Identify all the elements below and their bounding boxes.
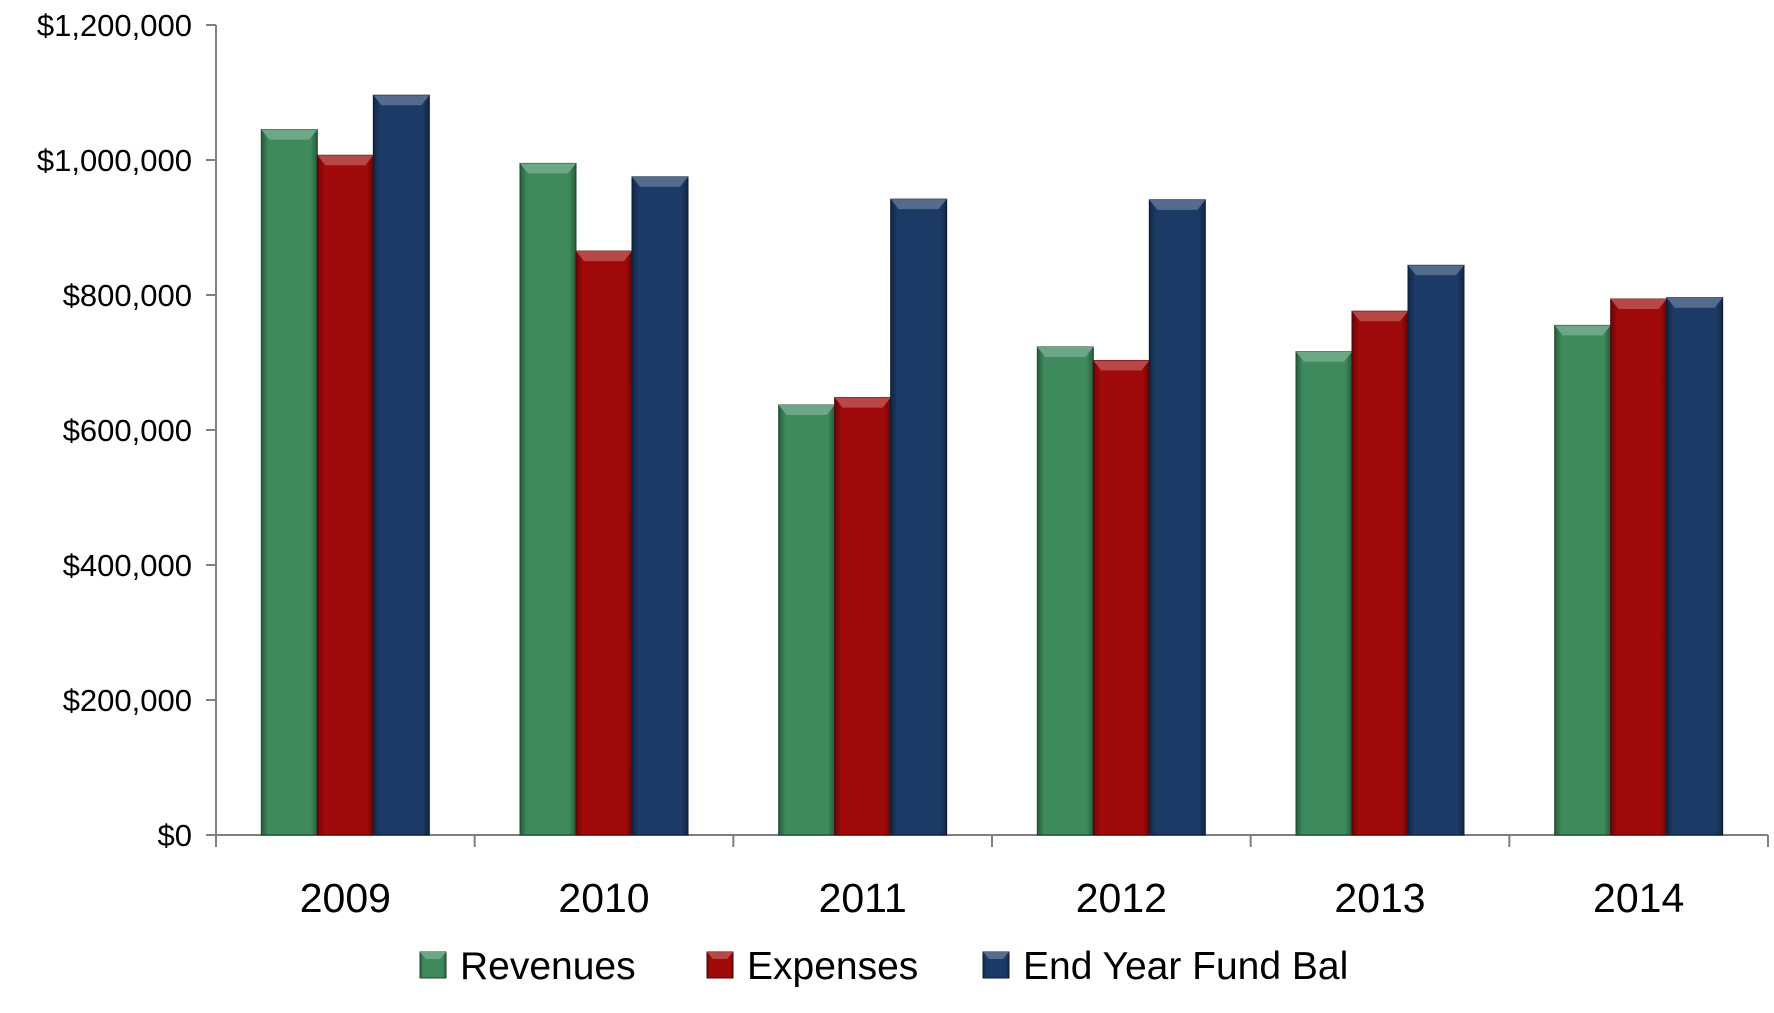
bar-cap-expenses-2009 [317,155,374,166]
legend-swatch-cap-end-year-fund-bal [983,952,1009,959]
bar-cap-end-year-fund-bal-2012 [1149,199,1206,210]
y-tick-label: $200,000 [63,683,192,718]
bars [260,94,1724,836]
bar-cap-end-year-fund-bal-2009 [373,95,430,106]
bar-end-year-fund-bal-2009 [372,94,430,836]
x-tick-label: 2009 [300,875,391,921]
bar-cap-expenses-2012 [1093,360,1150,371]
bar-expenses-2010 [575,250,633,836]
bar-revenues-2014 [1554,324,1612,836]
bar-cap-end-year-fund-bal-2014 [1666,297,1723,308]
bar-revenues-2010 [519,162,577,836]
bar-expenses-2011 [834,397,892,836]
y-tick-label: $1,000,000 [37,143,192,178]
bar-cap-expenses-2010 [576,251,632,262]
bar-cap-expenses-2014 [1610,299,1667,310]
legend-swatch-cap-expenses [707,952,733,959]
bar-cap-end-year-fund-bal-2013 [1408,265,1464,276]
legend-label-revenues: Revenues [460,945,636,988]
bar-cap-expenses-2011 [834,397,891,408]
bar-revenues-2013 [1295,351,1353,836]
axes: $0 $200,000 $400,000 $600,000 $800,000 $1,000… [37,8,1769,921]
bar-cap-revenues-2012 [1037,346,1094,357]
y-tick-label: $0 [158,818,192,853]
bar-expenses-2013 [1351,310,1409,836]
legend-label-expenses: Expenses [747,945,918,988]
y-tick-label: $400,000 [63,548,192,583]
x-tick-label: 2012 [1076,875,1167,921]
bar-cap-revenues-2013 [1296,351,1352,362]
bar-expenses-2014 [1610,298,1668,836]
bar-expenses-2009 [316,154,374,836]
legend-label-end-year-fund-bal: End Year Fund Bal [1023,945,1348,988]
bar-end-year-fund-bal-2010 [631,176,689,836]
bar-expenses-2012 [1092,359,1150,836]
bar-cap-end-year-fund-bal-2011 [890,199,947,210]
bar-revenues-2012 [1036,346,1094,836]
bar-revenues-2009 [260,129,318,836]
x-tick-label: 2013 [1334,875,1425,921]
bar-cap-end-year-fund-bal-2010 [632,176,688,187]
y-tick-label: $800,000 [63,278,192,313]
x-tick-label: 2011 [819,875,907,921]
bar-end-year-fund-bal-2011 [890,198,948,836]
bar-end-year-fund-bal-2013 [1407,264,1465,836]
y-tick-label: $600,000 [63,413,192,448]
legend-swatch-cap-revenues [420,952,446,959]
bar-cap-revenues-2010 [520,163,576,174]
y-tick-label: $1,200,000 [37,8,192,43]
bar-cap-revenues-2011 [778,405,835,416]
x-tick-label: 2010 [558,875,649,921]
bar-revenues-2011 [778,404,836,836]
x-tick-label: 2014 [1593,875,1684,921]
legend: Revenues Expenses End Year Fund Bal [419,945,1348,988]
bar-cap-expenses-2013 [1352,311,1408,322]
bar-cap-revenues-2009 [261,129,318,140]
bar-end-year-fund-bal-2012 [1148,199,1206,836]
bar-cap-revenues-2014 [1554,325,1611,336]
bar-end-year-fund-bal-2014 [1666,297,1724,836]
